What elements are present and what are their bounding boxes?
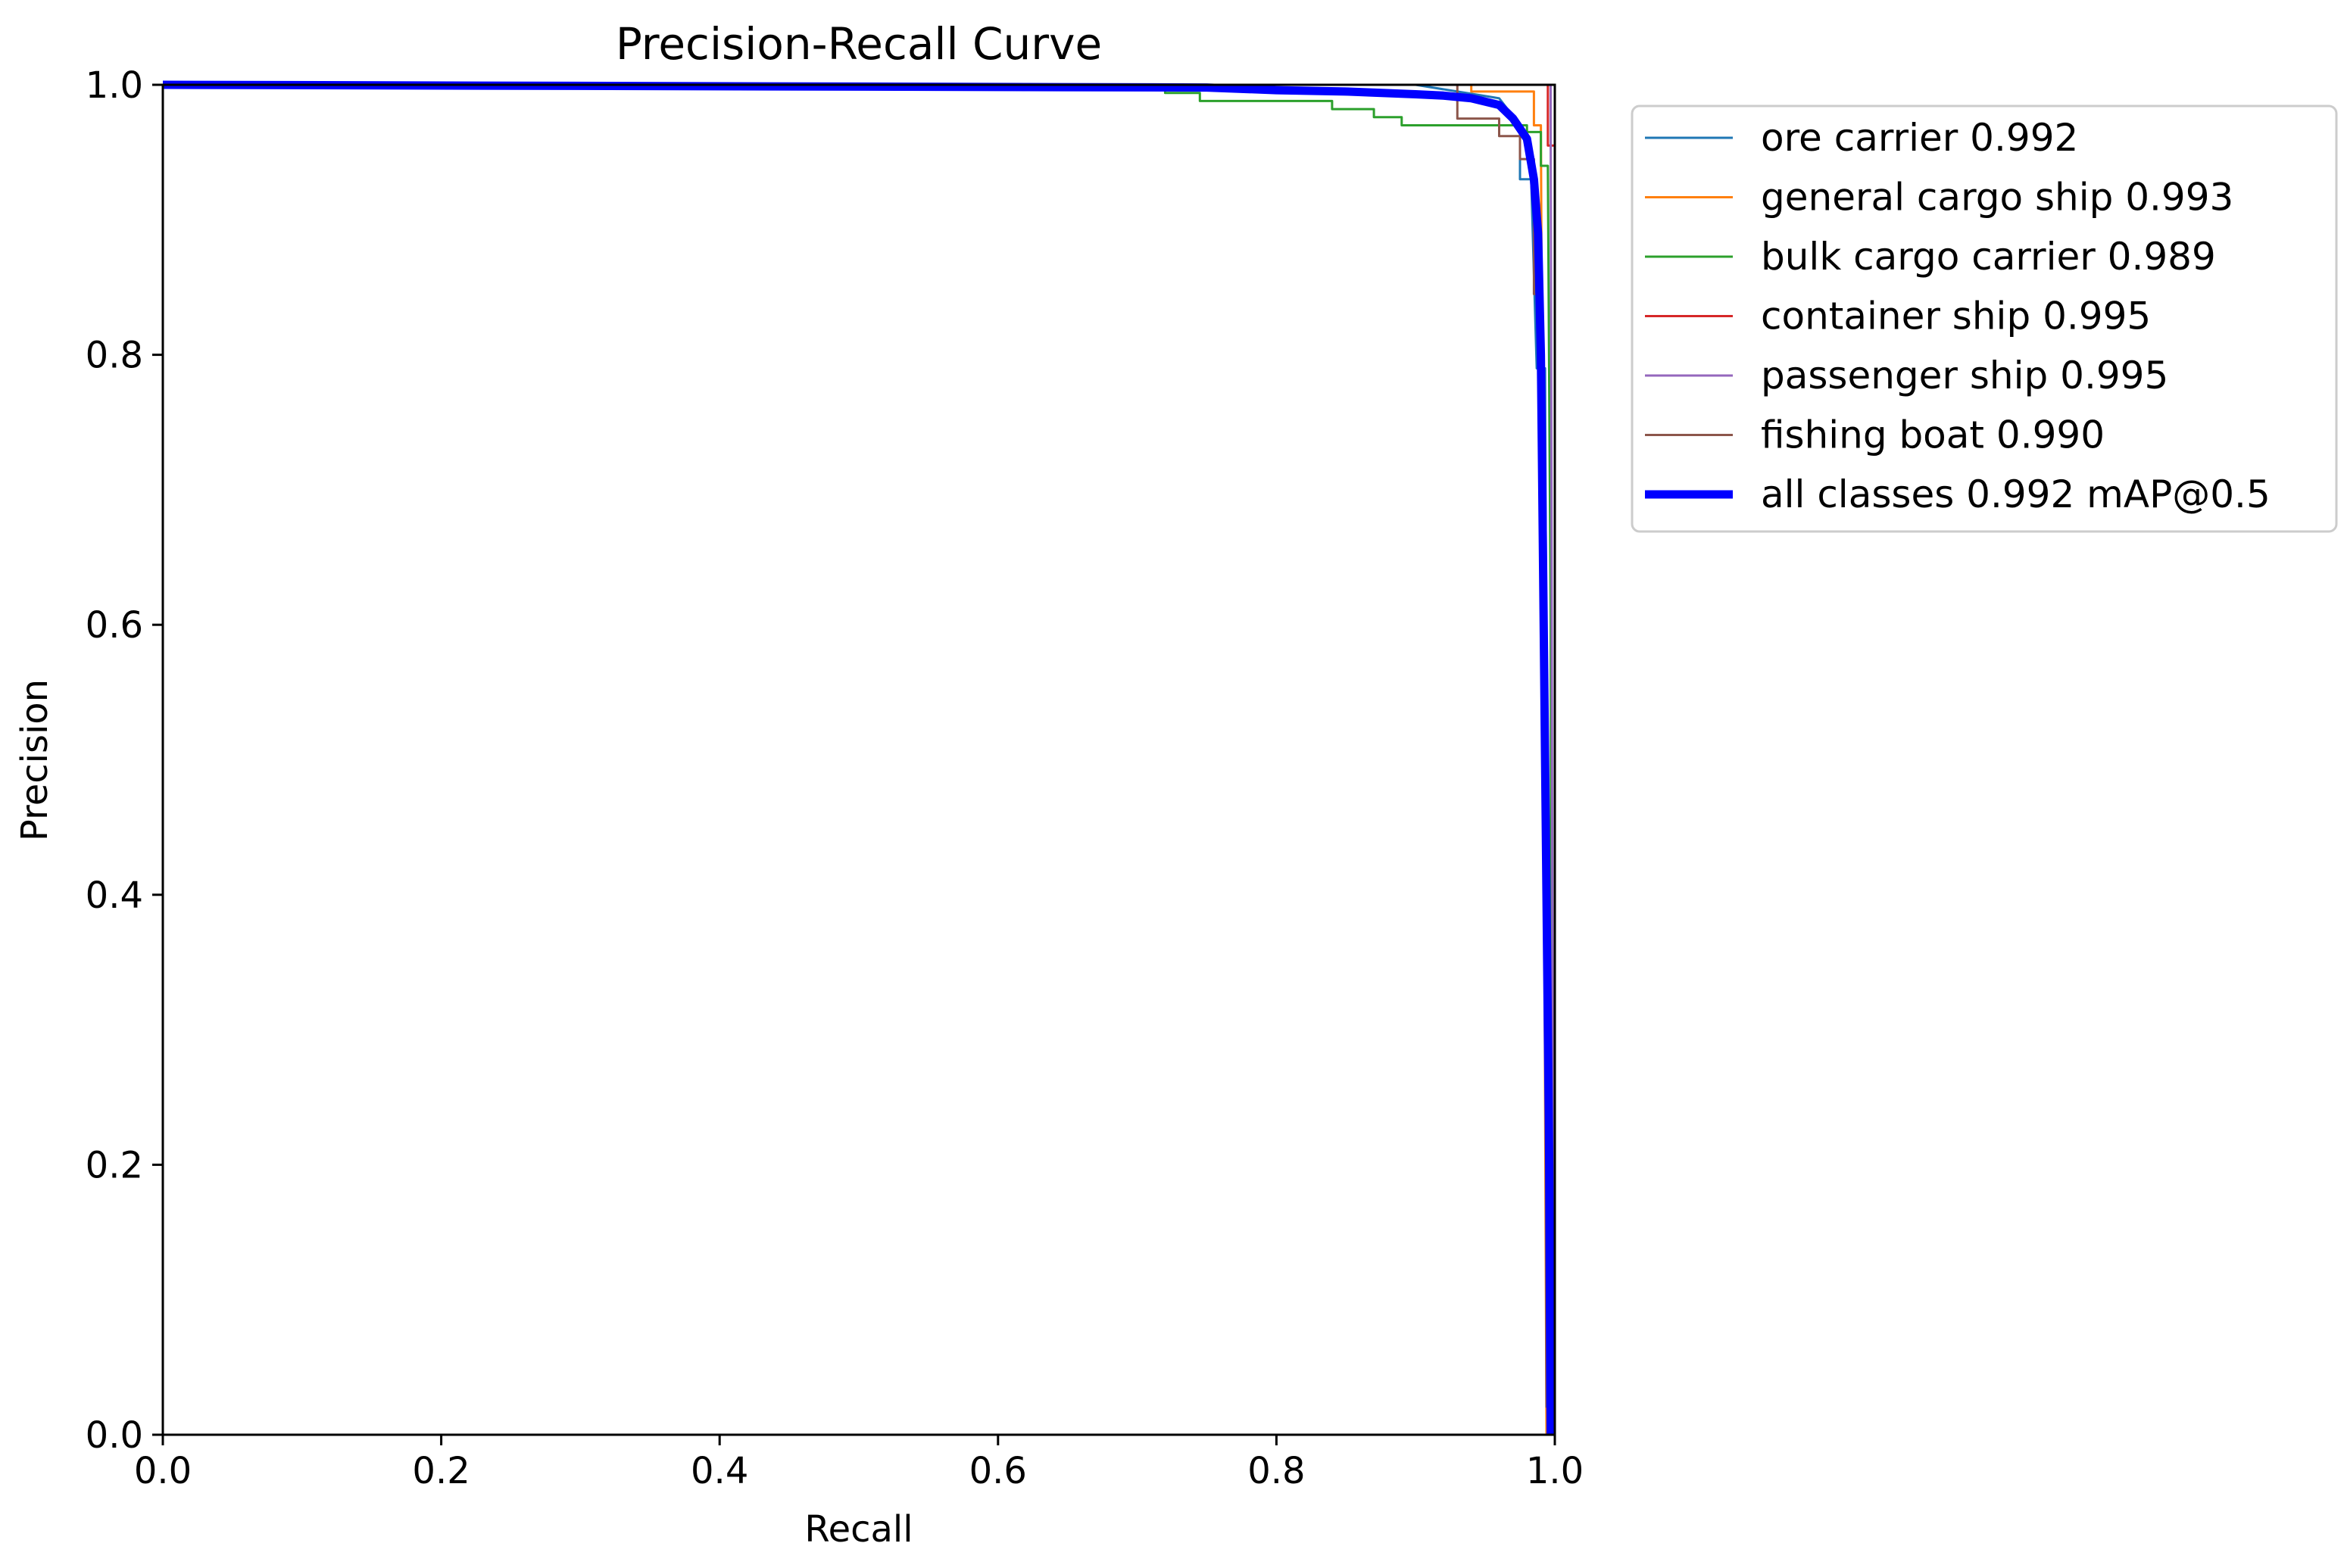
legend-label: bulk cargo carrier 0.989: [1761, 235, 2216, 279]
x-tick-label: 0.0: [134, 1450, 192, 1492]
legend-label: fishing boat 0.990: [1761, 413, 2105, 457]
series-line-3: [163, 83, 1553, 1436]
chart-title: Precision-Recall Curve: [616, 18, 1102, 70]
y-tick-label: 0.8: [86, 335, 143, 377]
x-axis-label: Recall: [804, 1508, 913, 1551]
y-tick-label: 1.0: [86, 64, 143, 107]
legend-label: container ship 0.995: [1761, 295, 2151, 338]
y-tick-label: 0.0: [86, 1414, 143, 1457]
legend-label: general cargo ship 0.993: [1761, 176, 2233, 220]
x-tick-label: 1.0: [1526, 1450, 1584, 1492]
y-tick-label: 0.6: [86, 604, 143, 647]
x-tick-label: 0.8: [1247, 1450, 1305, 1492]
y-axis-ticks: 0.0 0.2 0.4 0.6 0.8 1.0: [86, 64, 163, 1457]
x-tick-label: 0.6: [969, 1450, 1027, 1492]
y-tick-label: 0.4: [86, 874, 143, 917]
legend-label: all classes 0.992 mAP@0.5: [1761, 472, 2271, 516]
x-axis-ticks: 0.0 0.2 0.4 0.6 0.8 1.0: [134, 1435, 1584, 1492]
legend-items: ore carrier 0.992 general cargo ship 0.99…: [1645, 116, 2271, 516]
y-tick-label: 0.2: [86, 1144, 143, 1186]
legend: ore carrier 0.992 general cargo ship 0.99…: [1631, 104, 2338, 533]
x-tick-label: 0.4: [691, 1450, 748, 1492]
x-tick-label: 0.2: [412, 1450, 470, 1492]
legend-box: [1631, 104, 2338, 533]
legend-label: passenger ship 0.995: [1761, 354, 2168, 397]
legend-label: ore carrier 0.992: [1761, 116, 2078, 160]
y-axis-label: Precision: [14, 679, 56, 841]
series-line-7: [162, 80, 1555, 1436]
plot-frame: [161, 83, 1556, 1436]
